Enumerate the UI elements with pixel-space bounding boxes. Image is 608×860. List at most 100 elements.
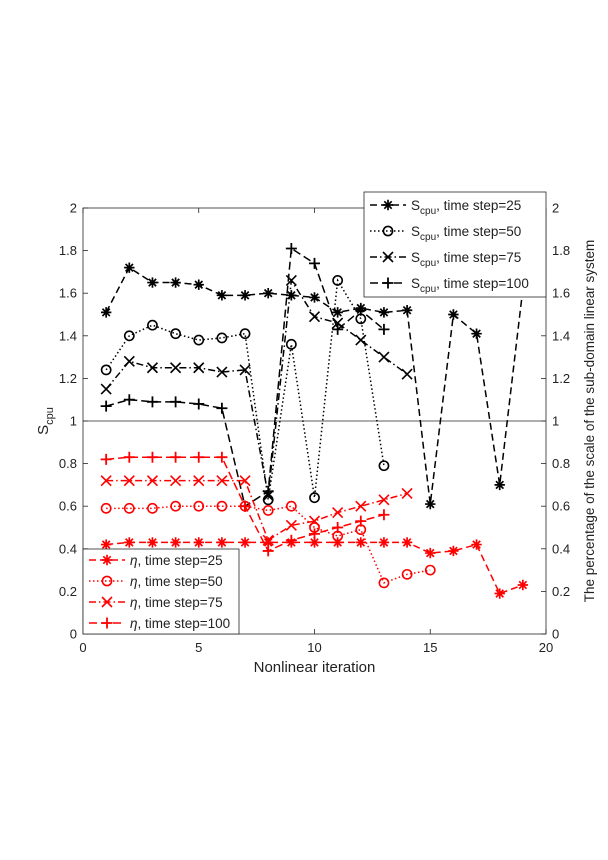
- data-point: [123, 475, 135, 487]
- data-point: [355, 334, 367, 346]
- right-y-tick-label: 1.2: [552, 371, 570, 386]
- data-point: [309, 537, 320, 548]
- data-point: [263, 537, 274, 548]
- data-point: [216, 475, 228, 487]
- y-tick-label: 0.4: [59, 541, 77, 556]
- data-point: [170, 328, 181, 340]
- right-axis-label: The percentage of the scale of the sub-d…: [582, 240, 597, 602]
- right-y-tick-label: 0.4: [552, 541, 570, 556]
- data-point: [193, 362, 205, 374]
- data-point: [309, 492, 320, 504]
- y-tick-label: 0.8: [59, 456, 77, 471]
- data-point: [332, 307, 343, 318]
- legend-eta: η, time step=25 η, time step=50 η, time st…: [82, 548, 240, 635]
- data-point: [401, 537, 413, 548]
- data-point: [147, 319, 158, 331]
- series-eta-step-100: [100, 451, 390, 557]
- data-point: [216, 290, 228, 301]
- data-point: [123, 502, 135, 514]
- data-point: [285, 242, 297, 254]
- data-point: [378, 351, 390, 363]
- data-point: [193, 475, 205, 487]
- data-point: [100, 364, 112, 376]
- y-tick-label: 0.2: [59, 584, 77, 599]
- data-point: [424, 564, 436, 576]
- right-y-tick-label: 1: [552, 414, 559, 429]
- data-point: [309, 257, 320, 269]
- legend-marker: [101, 596, 113, 608]
- y-tick-label: 1.8: [59, 243, 77, 258]
- series-line: [106, 479, 408, 542]
- y-tick-label: 0.6: [59, 499, 77, 514]
- legend-box: [363, 191, 547, 298]
- data-point: [193, 398, 205, 410]
- data-point: [216, 402, 228, 414]
- legend-label: η, time step=75: [130, 595, 223, 610]
- data-point: [100, 307, 112, 318]
- data-point: [123, 330, 135, 342]
- legend-label: Scpu, time step=50: [411, 224, 521, 243]
- data-point: [239, 475, 251, 487]
- right-y-tick-label: 1.8: [552, 243, 570, 258]
- data-point: [378, 323, 390, 335]
- data-point: [401, 368, 413, 380]
- y-axis-label-sub: cpu: [44, 407, 56, 425]
- data-point: [146, 396, 158, 408]
- data-point: [239, 537, 251, 548]
- data-point: [378, 460, 390, 472]
- data-point: [216, 500, 228, 512]
- data-point: [332, 323, 344, 335]
- legend-scpu: Scpu, time step=25 Scpu, time step=50 Scpu…: [363, 191, 547, 298]
- data-point: [100, 502, 112, 514]
- y-tick-label: 1.4: [59, 328, 77, 343]
- series-eta-step-75: [100, 475, 413, 546]
- data-point: [123, 394, 135, 406]
- x-tick-label: 10: [307, 640, 321, 655]
- data-point: [147, 277, 158, 288]
- data-point: [193, 537, 204, 548]
- data-point: [193, 334, 205, 346]
- legend-marker: [382, 251, 394, 263]
- data-point: [355, 304, 367, 316]
- data-point: [332, 275, 344, 286]
- legend-marker: [101, 554, 113, 566]
- data-point: [401, 305, 413, 316]
- series-layer: [100, 242, 529, 599]
- data-point: [100, 539, 112, 550]
- y-tick-label: 0: [70, 627, 77, 642]
- data-point: [308, 311, 321, 323]
- data-point: [285, 338, 297, 350]
- series-line: [106, 505, 431, 584]
- legend-marker: [101, 575, 113, 587]
- series-scpu-step-75: [100, 274, 413, 502]
- data-point: [309, 528, 320, 540]
- data-point: [285, 500, 297, 512]
- data-point: [146, 475, 159, 487]
- data-point: [494, 479, 505, 491]
- data-point: [170, 277, 181, 288]
- data-point: [239, 364, 251, 376]
- legend-marker: [382, 199, 394, 211]
- data-point: [425, 498, 436, 510]
- data-point: [332, 507, 344, 519]
- data-point: [471, 328, 482, 339]
- legend-label: Scpu, time step=25: [411, 198, 521, 217]
- data-point: [123, 451, 135, 463]
- data-point: [308, 515, 321, 527]
- data-point: [309, 292, 320, 303]
- x-tick-label: 0: [79, 640, 86, 655]
- data-point: [378, 537, 390, 548]
- data-point: [123, 355, 135, 367]
- y-tick-label: 1.2: [59, 371, 77, 386]
- data-point: [146, 451, 158, 463]
- data-point: [401, 568, 413, 580]
- data-point: [124, 537, 135, 548]
- data-point: [263, 288, 274, 299]
- data-point: [124, 262, 135, 273]
- right-y-tick-label: 0.2: [552, 584, 570, 599]
- right-y-tick-label: 0.8: [552, 456, 570, 471]
- legend-label: η, time step=25: [130, 553, 223, 568]
- data-point: [378, 494, 390, 506]
- y-tick-label: 1: [70, 414, 77, 429]
